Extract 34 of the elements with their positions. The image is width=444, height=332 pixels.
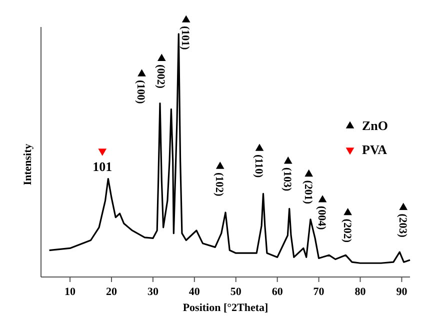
point <box>399 202 408 210</box>
annotation: (101) <box>179 26 192 50</box>
point <box>304 169 313 177</box>
annotation: (203) <box>396 214 408 238</box>
point <box>318 195 327 202</box>
legend-label: PVA <box>362 142 388 157</box>
annotation: (103) <box>281 167 294 192</box>
annotation: 101 <box>92 159 112 174</box>
point <box>255 144 264 151</box>
annotation: (202) <box>340 218 353 243</box>
x-tick-label: 80 <box>354 286 366 298</box>
x-tick-label: 50 <box>230 286 242 298</box>
x-tick-label: 30 <box>147 286 159 298</box>
point <box>182 15 190 22</box>
point <box>284 156 292 164</box>
x-tick-label: 20 <box>106 286 118 298</box>
annotation: (201) <box>302 180 314 204</box>
annotation: (110) <box>252 154 264 178</box>
legend-label: ZnO <box>362 118 388 133</box>
point <box>138 69 146 76</box>
point <box>157 54 166 61</box>
point <box>216 162 224 169</box>
y-axis-title: Intensity <box>22 143 34 186</box>
annotation: (102) <box>213 172 226 197</box>
annotation: (100) <box>134 80 147 104</box>
x-tick-label: 40 <box>188 286 200 298</box>
point <box>344 208 352 216</box>
annotation: (002) <box>154 64 167 89</box>
x-tick-label: 10 <box>64 286 76 298</box>
annotation: (004) <box>316 206 328 230</box>
x-tick-label: 70 <box>313 286 325 298</box>
x-tick-label: 90 <box>396 286 408 298</box>
x-axis-title: Position [°2Theta] <box>182 302 268 314</box>
x-tick-label: 60 <box>272 286 284 298</box>
